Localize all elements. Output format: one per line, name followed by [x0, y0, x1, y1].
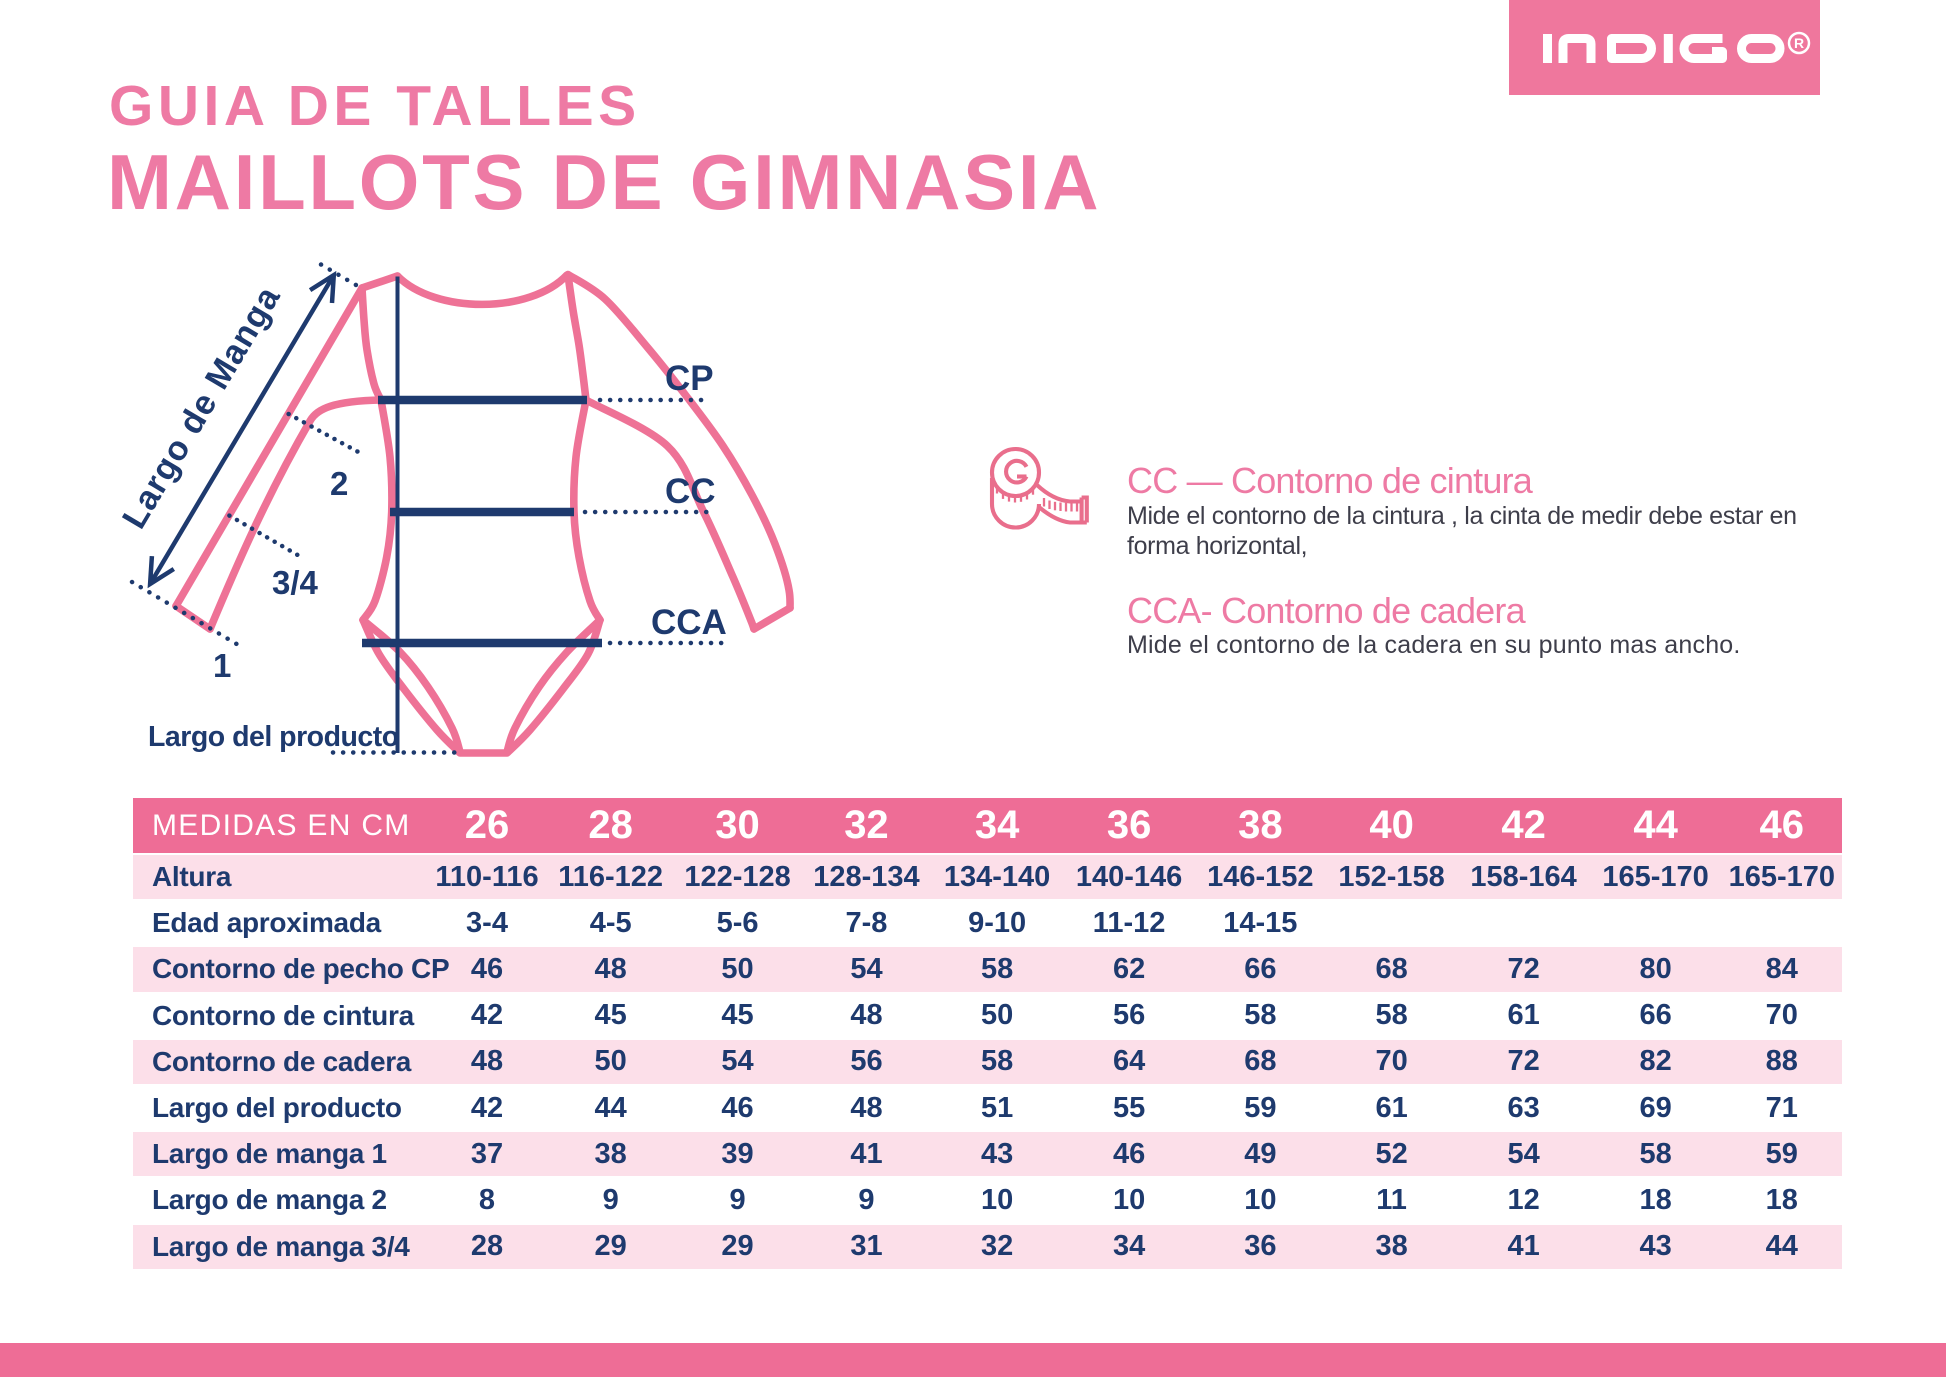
svg-text:2: 2: [330, 465, 348, 502]
svg-text:CC: CC: [665, 472, 716, 511]
svg-text:1: 1: [213, 647, 231, 684]
svg-text:R: R: [1794, 35, 1804, 51]
svg-text:Largo del producto: Largo del producto: [148, 721, 399, 753]
svg-text:CCA: CCA: [651, 603, 727, 642]
svg-text:CP: CP: [665, 359, 714, 398]
svg-text:3/4: 3/4: [272, 564, 319, 601]
